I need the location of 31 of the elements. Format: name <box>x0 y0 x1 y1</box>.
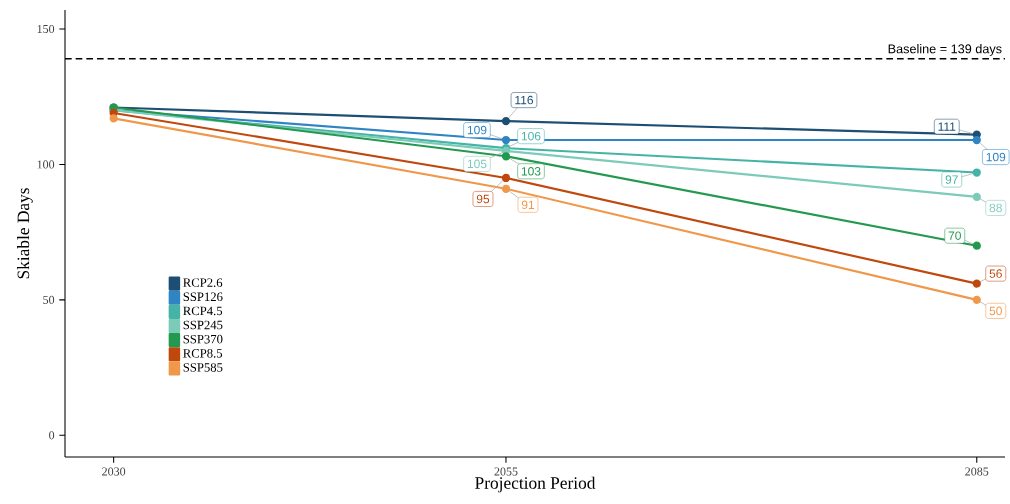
x-tick-label: 2030 <box>102 467 126 476</box>
data-label: 103 <box>521 167 541 176</box>
data-label: 91 <box>521 200 535 210</box>
data-label: 70 <box>948 231 961 240</box>
data-label: 116 <box>515 95 534 105</box>
legend-label: RCP2.6 <box>183 278 223 287</box>
y-tick-label: 50 <box>43 295 55 304</box>
legend-label: SSP585 <box>183 363 223 372</box>
legend-label: RCP4.5 <box>183 306 223 316</box>
legend-label: RCP8.5 <box>183 349 223 358</box>
x-tick-label: 2055 <box>494 467 518 476</box>
y-tick-label: 100 <box>37 160 55 169</box>
legend-label: SSP370 <box>183 334 223 344</box>
data-label: 97 <box>945 175 958 184</box>
x-axis-title: Projection Period <box>475 476 596 493</box>
legend-label: SSP245 <box>183 320 223 330</box>
y-tick-label: 0 <box>49 431 55 440</box>
data-label: 105 <box>467 159 487 169</box>
data-label: 106 <box>521 131 541 141</box>
data-label: 95 <box>476 194 490 204</box>
ref-line-label: Baseline = 139 days <box>888 44 1002 56</box>
data-label: 109 <box>986 152 1006 162</box>
y-axis-title: Skiable Days <box>17 188 33 279</box>
data-label: 109 <box>467 125 487 135</box>
data-label: 56 <box>989 269 1002 278</box>
y-tick-label: 150 <box>37 24 55 34</box>
data-label: 111 <box>938 122 956 131</box>
data-label: 88 <box>989 203 1002 213</box>
data-label: 50 <box>989 306 1002 316</box>
x-tick-label: 2085 <box>965 467 989 476</box>
legend-label: SSP126 <box>183 292 223 302</box>
